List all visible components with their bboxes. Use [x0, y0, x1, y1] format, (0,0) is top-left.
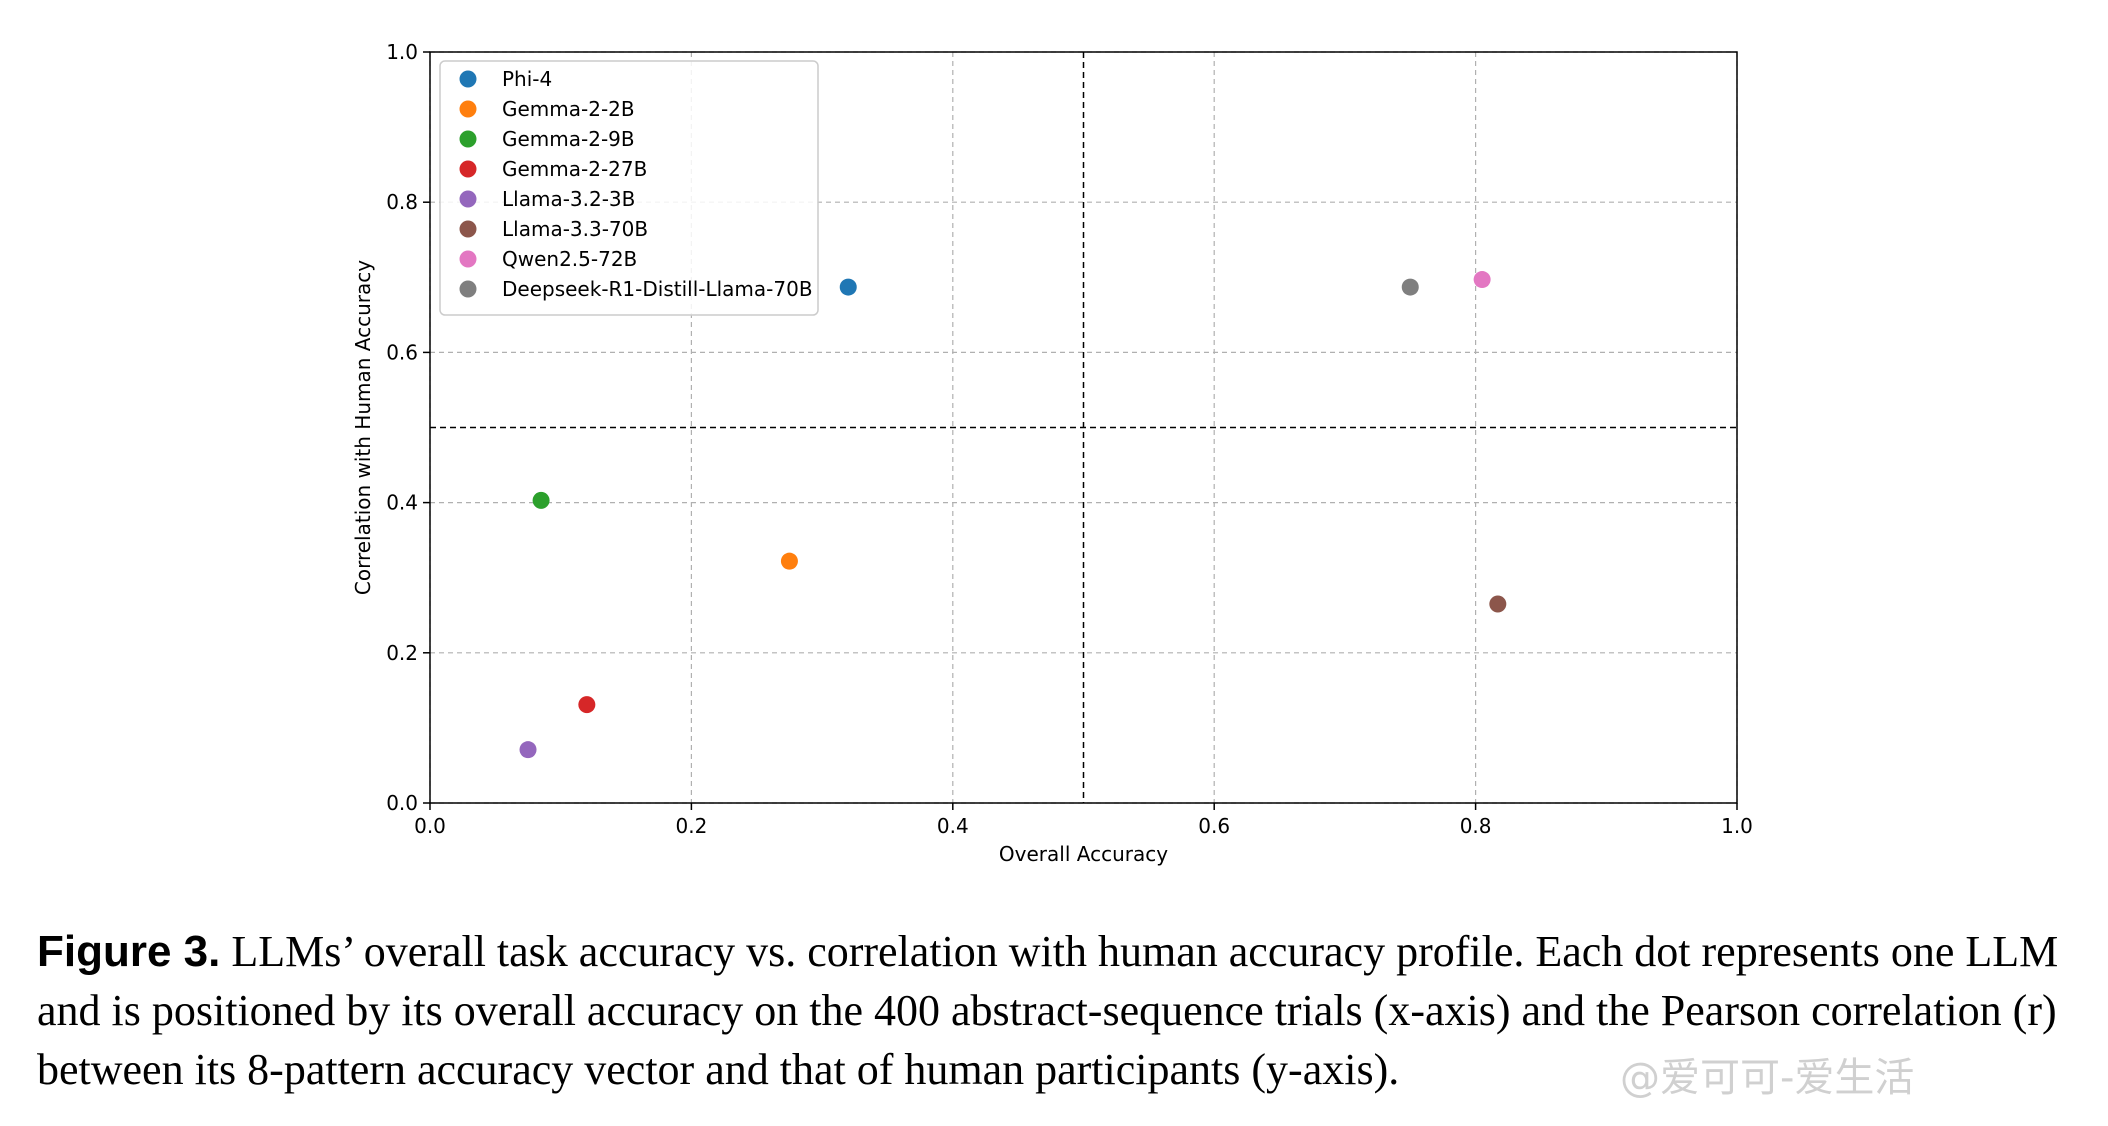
legend-label: Phi-4: [502, 67, 552, 91]
reference-lines: [430, 52, 1737, 803]
data-point: [1489, 595, 1507, 613]
y-tick-label: 0.2: [386, 641, 418, 665]
figure-caption: Figure 3. LLMs’ overall task accuracy vs…: [37, 922, 2077, 1099]
x-tick-label: 1.0: [1721, 814, 1753, 838]
legend-marker: [459, 190, 477, 208]
data-point: [532, 491, 550, 509]
y-tick-label: 0.4: [386, 491, 418, 515]
data-point: [780, 552, 798, 570]
y-tick-label: 0.0: [386, 791, 418, 815]
x-tick-label: 0.6: [1198, 814, 1230, 838]
legend-marker: [459, 130, 477, 148]
legend-marker: [459, 220, 477, 238]
y-tick-label: 0.6: [386, 340, 418, 364]
axis-ticks: 0.0 0.2 0.4 0.6 0.8 1.0 0.0 0.2 0.4 0.6 0.8 1.0: [386, 40, 1753, 838]
legend: Phi-4 Gemma-2-2B Gemma-2-9B Gemma-2-27B Llam…: [439, 60, 819, 316]
data-point: [1473, 271, 1491, 289]
data-points: [519, 271, 1507, 759]
y-tick-label: 1.0: [386, 40, 418, 64]
legend-label: Deepseek-R1-Distill-Llama-70B: [502, 277, 813, 301]
plot-frame: [429, 51, 1738, 804]
data-point: [519, 741, 537, 759]
legend-label: Gemma-2-2B: [502, 97, 635, 121]
y-tick-label: 0.8: [386, 190, 418, 214]
legend-marker: [459, 250, 477, 268]
legend-box: [439, 60, 819, 316]
watermark: @爱可可-爱生活: [1620, 1055, 1915, 1101]
caption-text: LLMs’ overall task accuracy vs. correlat…: [37, 927, 2059, 1094]
legend-marker: [459, 280, 477, 298]
legend-label: Qwen2.5-72B: [502, 247, 637, 271]
legend-marker: [459, 160, 477, 178]
scatter-chart: 0.0 0.2 0.4 0.6 0.8 1.0 0.0 0.2 0.4 0.6 0.8 1.0 Ove…: [351, 40, 1753, 866]
legend-label: Llama-3.2-3B: [502, 187, 635, 211]
x-tick-label: 0.4: [937, 814, 969, 838]
x-tick-label: 0.2: [675, 814, 707, 838]
figure-label: Figure 3.: [37, 927, 221, 976]
x-axis-label: Overall Accuracy: [999, 842, 1168, 866]
legend-marker: [459, 70, 477, 88]
legend-marker: [459, 100, 477, 118]
legend-label: Gemma-2-9B: [502, 127, 635, 151]
data-point: [1401, 278, 1419, 296]
legend-label: Llama-3.3-70B: [502, 217, 648, 241]
x-tick-label: 0.8: [1460, 814, 1492, 838]
data-point: [578, 696, 596, 714]
x-tick-label: 0.0: [414, 814, 446, 838]
y-axis-label: Correlation with Human Accuracy: [351, 260, 375, 595]
legend-label: Gemma-2-27B: [502, 157, 647, 181]
data-point: [839, 278, 857, 296]
